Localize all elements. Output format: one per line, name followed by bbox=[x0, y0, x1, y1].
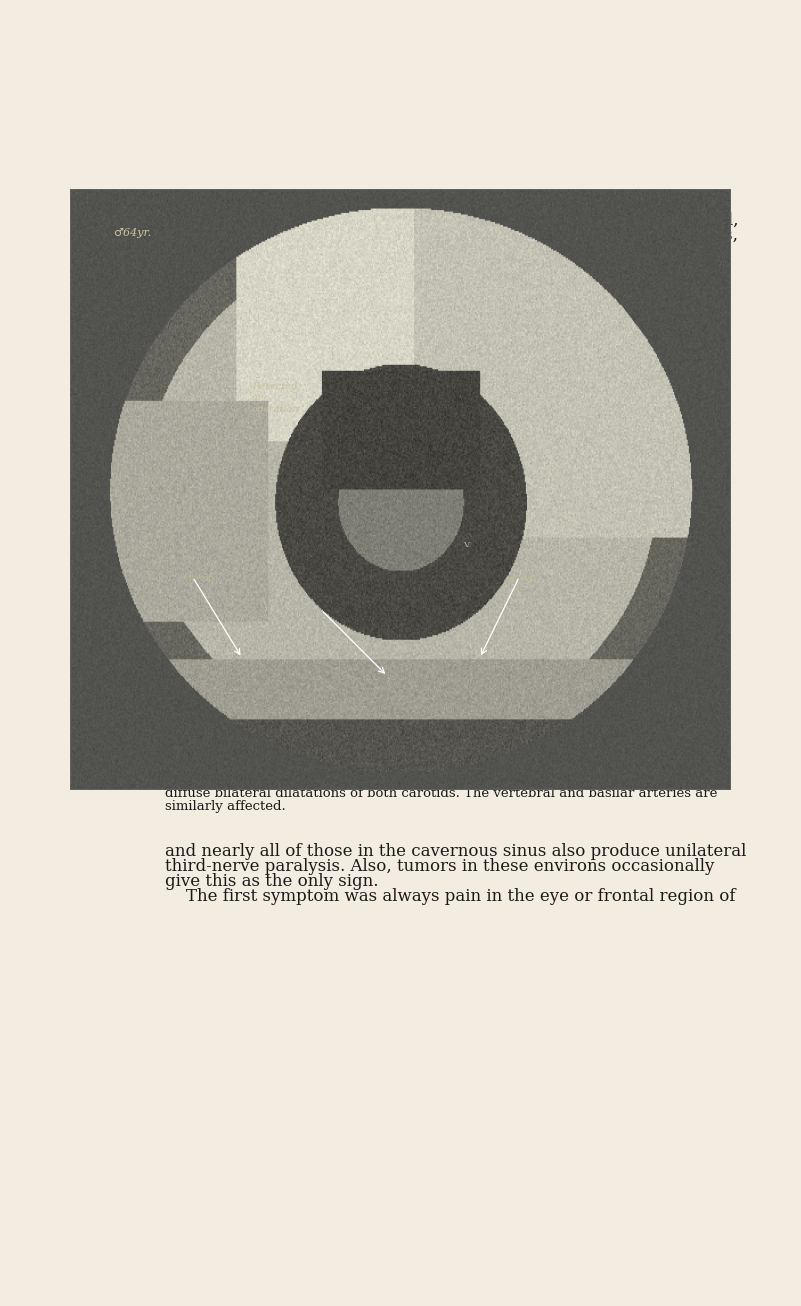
Text: VII, VIII: VII, VIII bbox=[506, 573, 537, 582]
Text: similarly affected.: similarly affected. bbox=[165, 801, 286, 814]
Text: Resected
at
operation: Resected at operation bbox=[252, 381, 300, 414]
Text: V.: V. bbox=[259, 541, 266, 549]
Text: or on the posterior communicating and even on the basilar arteries,: or on the posterior communicating and ev… bbox=[165, 227, 739, 244]
Text: ♂64yr.: ♂64yr. bbox=[114, 229, 151, 239]
Text: artery. However, other aneurysms higher up on the internal carotid,: artery. However, other aneurysms higher … bbox=[165, 212, 739, 229]
Text: The first symptom was always pain in the eye or frontal region of: The first symptom was always pain in the… bbox=[165, 888, 736, 905]
Text: Fig. 9.—Case 5, Table B. Postmortem drawing showing the typical appearance of: Fig. 9.—Case 5, Table B. Postmortem draw… bbox=[176, 773, 720, 786]
Text: third-nerve paralysis. Also, tumors in these environs occasionally: third-nerve paralysis. Also, tumors in t… bbox=[165, 858, 714, 875]
Text: VII, VIII: VII, VIII bbox=[183, 573, 213, 582]
Text: diffuse bilateral dilatations of both carotids. The vertebral and basilar arteri: diffuse bilateral dilatations of both ca… bbox=[165, 786, 718, 799]
Text: INTRACRANIAL  ARTERIAL  ANEURYSMS: INTRACRANIAL ARTERIAL ANEURYSMS bbox=[244, 191, 578, 205]
Text: and nearly all of those in the cavernous sinus also produce unilateral: and nearly all of those in the cavernous… bbox=[165, 842, 747, 859]
Text: give this as the only sign.: give this as the only sign. bbox=[165, 872, 379, 889]
Text: V.: V. bbox=[463, 541, 470, 549]
Text: 36: 36 bbox=[171, 191, 195, 209]
